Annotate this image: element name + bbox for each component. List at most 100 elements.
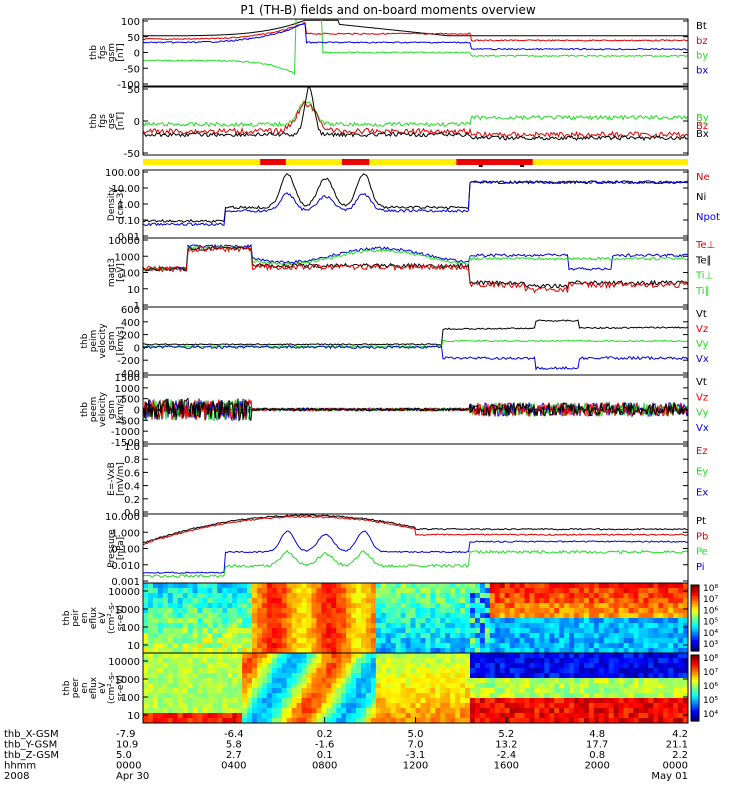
heatmap-cell [445,638,451,644]
heatmap-cell [172,703,179,709]
heatmap-cell [623,608,630,614]
heatmap-cell [341,683,347,689]
heatmap-cell [440,703,446,709]
heatmap-cell [162,688,169,694]
heatmap-cell [316,673,322,679]
heatmap-cell [569,598,575,604]
heatmap-cell [613,638,620,644]
heatmap-cell [479,703,486,709]
colorbar-cell [691,693,699,697]
heatmap-cell [494,688,501,694]
heatmap-cell [326,698,332,704]
heatmap-cell [633,673,640,679]
heatmap-cell [405,583,412,589]
heatmap-cell [375,613,382,619]
heatmap-cell [271,583,278,589]
heatmap-cell [222,658,228,664]
heatmap-cell [643,703,649,709]
heatmap-cell [470,583,476,589]
heatmap-cell [365,638,372,644]
heatmap-cell [465,643,471,649]
heatmap-cell [177,683,184,689]
heatmap-cell [559,638,565,644]
heatmap-cell [276,698,283,704]
heatmap-cell [445,643,451,649]
heatmap-cell [484,708,491,714]
heatmap-cell [465,613,471,619]
heatmap-cell [341,668,347,674]
heatmap-cell [683,703,688,709]
heatmap-cell [643,633,649,639]
heatmap-cell [494,648,501,653]
ephemeris-value: 0.1 [317,750,333,761]
heatmap-cell [266,698,273,704]
heatmap-cell [192,693,199,699]
heatmap-cell [232,593,238,599]
heatmap-cell [326,613,332,619]
heatmap-cell [628,618,635,624]
heatmap-cell [237,638,243,644]
heatmap-cell [455,598,461,604]
heatmap-cell [390,713,397,719]
heatmap-cell [365,633,372,639]
heatmap-cell [529,583,536,589]
heatmap-cell [361,688,367,694]
heatmap-cell [162,633,169,639]
ytick-label: -400 [117,369,140,380]
heatmap-cell [370,673,377,679]
heatmap-cell [559,683,565,689]
heatmap-cell [336,718,342,723]
heatmap-cell [623,713,630,719]
heatmap-cell [554,688,560,694]
heatmap-cell [534,718,540,723]
heatmap-cell [321,603,327,609]
heatmap-cell [440,678,446,684]
heatmap-cell [326,638,332,644]
heatmap-cell [628,663,635,669]
heatmap-cell [618,713,625,719]
heatmap-cell [331,618,337,624]
heatmap-cell [668,608,674,614]
heatmap-cell [509,613,516,619]
heatmap-cell [489,678,496,684]
heatmap-cell [207,623,213,629]
heatmap-cell [415,708,422,714]
heatmap-cell [341,688,347,694]
heatmap-cell [242,673,248,679]
ytick-label: -200 [117,356,140,367]
heatmap-cell [489,618,496,624]
colorbar-cell [691,598,699,603]
heatmap-cell [683,638,688,644]
heatmap-cell [554,633,560,639]
heatmap-cell [311,583,318,589]
heatmap-cell [633,613,640,619]
heatmap-cell [539,588,545,594]
heatmap-cell [683,648,688,653]
heatmap-cell [276,603,283,609]
heatmap-cell [668,623,674,629]
heatmap-cell [534,648,540,653]
heatmap-cell [395,718,402,723]
heatmap-cell [499,708,506,714]
heatmap-cell [559,653,565,659]
legend-entry: Ti⊥ [695,271,713,282]
heatmap-cell [232,633,238,639]
heatmap-cell [598,713,605,719]
heatmap-cell [583,663,590,669]
heatmap-cell [202,643,209,649]
heatmap-cell [271,608,278,614]
heatmap-cell [445,713,451,719]
heatmap-cell [470,648,476,653]
heatmap-cell [668,643,674,649]
heatmap-cell [341,673,347,679]
heatmap-cell [400,698,407,704]
heatmap-cell [306,628,313,634]
heatmap-cell [430,688,436,694]
heatmap-cell [678,713,684,719]
heatmap-cell [440,643,446,649]
heatmap-cell [237,683,243,689]
heatmap-cell [197,708,204,714]
heatmap-cell [192,683,199,689]
heatmap-cell [559,678,565,684]
heatmap-cell [316,698,322,704]
